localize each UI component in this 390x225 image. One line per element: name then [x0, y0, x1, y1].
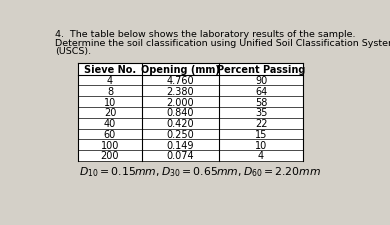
Text: 58: 58	[255, 97, 267, 107]
Text: 4: 4	[258, 151, 264, 161]
Text: 2.380: 2.380	[167, 86, 194, 96]
Text: Sieve No.: Sieve No.	[84, 65, 136, 74]
Text: 0.420: 0.420	[167, 119, 194, 128]
Text: 90: 90	[255, 76, 267, 86]
Text: 4: 4	[107, 76, 113, 86]
Text: 4.  The table below shows the laboratory results of the sample.: 4. The table below shows the laboratory …	[55, 30, 355, 39]
Text: 22: 22	[255, 119, 268, 128]
Text: 20: 20	[104, 108, 116, 118]
Text: 10: 10	[104, 97, 116, 107]
Text: 40: 40	[104, 119, 116, 128]
Text: 100: 100	[101, 140, 119, 150]
Text: 200: 200	[101, 151, 119, 161]
Text: 35: 35	[255, 108, 267, 118]
Text: 64: 64	[255, 86, 267, 96]
Text: Opening (mm): Opening (mm)	[141, 65, 220, 74]
Text: 60: 60	[104, 129, 116, 139]
Text: Percent Passing: Percent Passing	[217, 65, 305, 74]
Text: 0.840: 0.840	[167, 108, 194, 118]
Text: 0.074: 0.074	[167, 151, 194, 161]
Text: 0.250: 0.250	[167, 129, 194, 139]
Text: Determine the soil classification using Unified Soil Classification System: Determine the soil classification using …	[55, 38, 390, 47]
Text: (USCS).: (USCS).	[55, 47, 91, 56]
Text: 15: 15	[255, 129, 267, 139]
Bar	[78, 64, 303, 161]
Text: 8: 8	[107, 86, 113, 96]
Text: 10: 10	[255, 140, 267, 150]
Text: 0.149: 0.149	[167, 140, 194, 150]
Text: $\mathit{D}_{10}$$\mathit{ = 0.15mm, }$$\mathit{D}_{30}$$\mathit{ = 0.65mm, }$$\: $\mathit{D}_{10}$$\mathit{ = 0.15mm, }$$…	[79, 164, 321, 178]
Text: 4.760: 4.760	[167, 76, 194, 86]
Text: 2.000: 2.000	[167, 97, 194, 107]
